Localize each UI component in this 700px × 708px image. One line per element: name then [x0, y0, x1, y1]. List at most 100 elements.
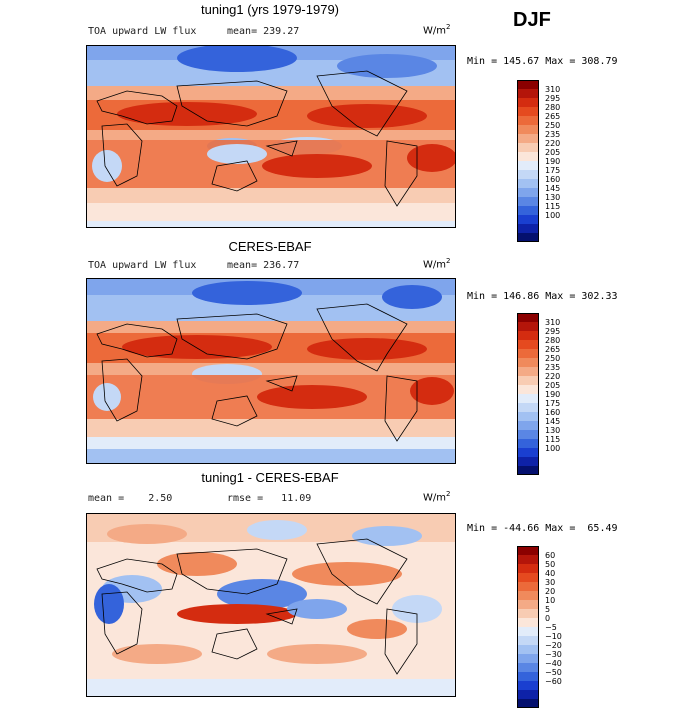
colorbar-tick-label: 145 — [545, 184, 561, 193]
colorbar-swatch — [517, 125, 539, 134]
colorbar-tick-label: 10 — [545, 596, 556, 605]
panel2-map-field — [87, 279, 455, 463]
panel3-minmax: Min = -44.66 Max = 65.49 — [467, 523, 618, 534]
colorbar-tick-label: 205 — [545, 148, 561, 157]
colorbar-swatch — [517, 98, 539, 107]
colorbar-swatch — [517, 573, 539, 582]
colorbar-swatch — [517, 116, 539, 125]
colorbar-tick-label: 280 — [545, 336, 561, 345]
colorbar-swatch — [517, 699, 539, 708]
colorbar-tick-label: −50 — [545, 668, 562, 677]
panel2-mean: mean= 236.77 — [227, 260, 300, 271]
panel3-rmse: rmse = 11.09 — [227, 493, 312, 504]
colorbar-tick-label: 30 — [545, 578, 556, 587]
colorbar-swatch — [517, 340, 539, 349]
colorbar-swatch — [517, 672, 539, 681]
colorbar-swatch — [517, 224, 539, 233]
colorbar-swatch — [517, 412, 539, 421]
colorbar-tick-label: 265 — [545, 112, 561, 121]
panel1-title: tuning1 (yrs 1979-1979) — [200, 2, 340, 17]
colorbar-swatch — [517, 663, 539, 672]
colorbar-tick-label: 160 — [545, 408, 561, 417]
colorbar-tick-label: 40 — [545, 569, 556, 578]
colorbar-swatch — [517, 197, 539, 206]
panel1-map — [86, 45, 456, 228]
colorbar-tick-label: 280 — [545, 103, 561, 112]
colorbar-tick-label: 310 — [545, 318, 561, 327]
colorbar-tick-label: 60 — [545, 551, 556, 560]
colorbar-tick-label: −5 — [545, 623, 557, 632]
panel1-units: W/m2 — [423, 23, 451, 37]
colorbar-tick-label: −10 — [545, 632, 562, 641]
panel2-colorbar-labels: 310 295 280 265 250 235 220 205 190 175 160 145 130 1… — [545, 318, 560, 453]
colorbar-tick-label: −40 — [545, 659, 562, 668]
colorbar-tick-label: 5 — [545, 605, 551, 614]
panel1-colorbar — [517, 80, 539, 242]
colorbar-swatch — [517, 403, 539, 412]
colorbar-swatch — [517, 89, 539, 98]
colorbar-tick-label: 220 — [545, 139, 561, 148]
colorbar-tick-label: 175 — [545, 399, 561, 408]
panel2-units: W/m2 — [423, 257, 451, 271]
season-label: DJF — [513, 9, 551, 31]
colorbar-swatch — [517, 152, 539, 161]
colorbar-tick-label: 175 — [545, 166, 561, 175]
panel3-map-field — [87, 514, 455, 696]
colorbar-tick-label: 100 — [545, 211, 561, 220]
colorbar-swatch — [517, 681, 539, 690]
colorbar-swatch — [517, 430, 539, 439]
colorbar-tick-label: 190 — [545, 390, 561, 399]
colorbar-swatch — [517, 609, 539, 618]
colorbar-swatch — [517, 645, 539, 654]
colorbar-tick-label: 265 — [545, 345, 561, 354]
colorbar-swatch — [517, 80, 539, 89]
colorbar-swatch — [517, 385, 539, 394]
panel2-title: CERES-EBAF — [228, 239, 312, 254]
colorbar-tick-label: 190 — [545, 157, 561, 166]
colorbar-swatch — [517, 367, 539, 376]
colorbar-tick-label: 250 — [545, 121, 561, 130]
panel2-map — [86, 278, 456, 464]
colorbar-swatch — [517, 206, 539, 215]
panel1-mean: mean= 239.27 — [227, 26, 300, 37]
colorbar-swatch — [517, 161, 539, 170]
colorbar-swatch — [517, 448, 539, 457]
colorbar-swatch — [517, 179, 539, 188]
panel3-title: tuning1 - CERES-EBAF — [201, 470, 339, 485]
colorbar-swatch — [517, 466, 539, 475]
colorbar-tick-label: 115 — [545, 202, 561, 211]
colorbar-swatch — [517, 690, 539, 699]
colorbar-swatch — [517, 394, 539, 403]
colorbar-swatch — [517, 233, 539, 242]
panel2-colorbar — [517, 313, 539, 475]
panel2-variable: TOA upward LW flux — [88, 260, 197, 271]
colorbar-swatch — [517, 421, 539, 430]
colorbar-swatch — [517, 439, 539, 448]
colorbar-tick-label: 220 — [545, 372, 561, 381]
colorbar-swatch — [517, 322, 539, 331]
colorbar-swatch — [517, 107, 539, 116]
colorbar-tick-label: 130 — [545, 426, 561, 435]
colorbar-tick-label: 20 — [545, 587, 556, 596]
colorbar-swatch — [517, 600, 539, 609]
colorbar-tick-label: 115 — [545, 435, 561, 444]
panel1-minmax: Min = 145.67 Max = 308.79 — [467, 56, 618, 67]
colorbar-tick-label: 130 — [545, 193, 561, 202]
colorbar-tick-label: 205 — [545, 381, 561, 390]
colorbar-swatch — [517, 636, 539, 645]
colorbar-swatch — [517, 358, 539, 367]
colorbar-swatch — [517, 134, 539, 143]
colorbar-tick-label: 145 — [545, 417, 561, 426]
colorbar-swatch — [517, 618, 539, 627]
colorbar-swatch — [517, 627, 539, 636]
colorbar-swatch — [517, 457, 539, 466]
colorbar-tick-label: 310 — [545, 85, 561, 94]
colorbar-swatch — [517, 654, 539, 663]
panel2-minmax: Min = 146.86 Max = 302.33 — [467, 291, 618, 302]
colorbar-tick-label: −30 — [545, 650, 562, 659]
colorbar-swatch — [517, 591, 539, 600]
panel1-colorbar-labels: 310 295 280 265 250 235 220 205 190 175 160 145 130 1… — [545, 85, 560, 220]
colorbar-tick-label: 100 — [545, 444, 561, 453]
colorbar-swatch — [517, 555, 539, 564]
colorbar-tick-label: 235 — [545, 363, 561, 372]
